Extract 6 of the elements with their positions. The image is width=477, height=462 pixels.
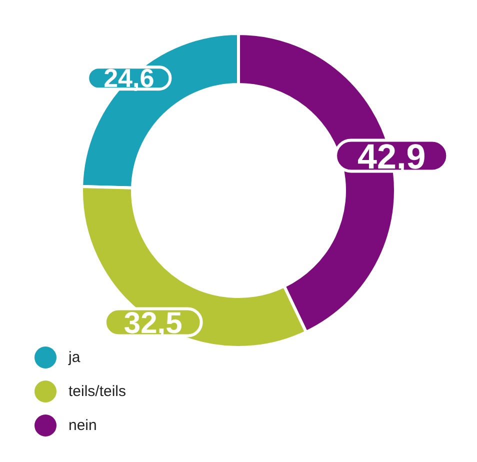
- legend-label: ja: [68, 349, 81, 366]
- data-label: 42,9: [358, 137, 426, 176]
- data-label: 32,5: [124, 306, 182, 340]
- legend-label: nein: [68, 417, 97, 434]
- legend-label: teils/teils: [68, 383, 126, 400]
- data-label: 24,6: [104, 63, 154, 94]
